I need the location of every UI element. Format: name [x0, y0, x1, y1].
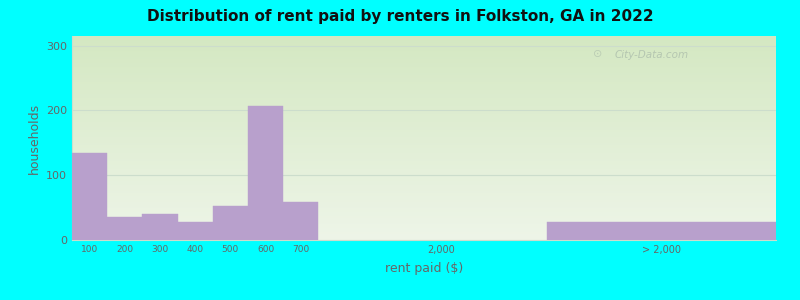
- Bar: [213, 206, 248, 240]
- Bar: [547, 222, 776, 240]
- X-axis label: rent paid ($): rent paid ($): [385, 262, 463, 275]
- Text: City-Data.com: City-Data.com: [614, 50, 688, 60]
- Bar: [142, 214, 178, 240]
- Bar: [283, 202, 318, 240]
- Bar: [248, 106, 283, 240]
- Bar: [72, 153, 107, 240]
- Y-axis label: households: households: [27, 102, 41, 174]
- Bar: [107, 217, 142, 240]
- Text: ⊙: ⊙: [593, 49, 602, 59]
- Bar: [178, 222, 213, 240]
- Text: Distribution of rent paid by renters in Folkston, GA in 2022: Distribution of rent paid by renters in …: [146, 9, 654, 24]
